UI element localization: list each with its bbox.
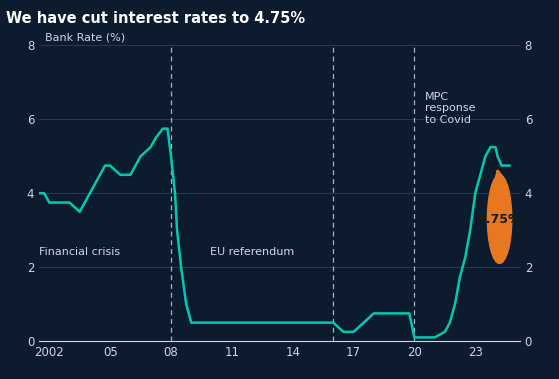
Text: We have cut interest rates to 4.75%: We have cut interest rates to 4.75% <box>6 11 305 27</box>
Ellipse shape <box>487 175 511 263</box>
Text: Financial crisis: Financial crisis <box>39 247 120 257</box>
Text: EU referendum: EU referendum <box>210 247 294 257</box>
Text: MPC
response
to Covid: MPC response to Covid <box>424 92 475 125</box>
Text: Bank Rate (%): Bank Rate (%) <box>45 33 125 42</box>
Text: 4.75%: 4.75% <box>478 213 522 226</box>
